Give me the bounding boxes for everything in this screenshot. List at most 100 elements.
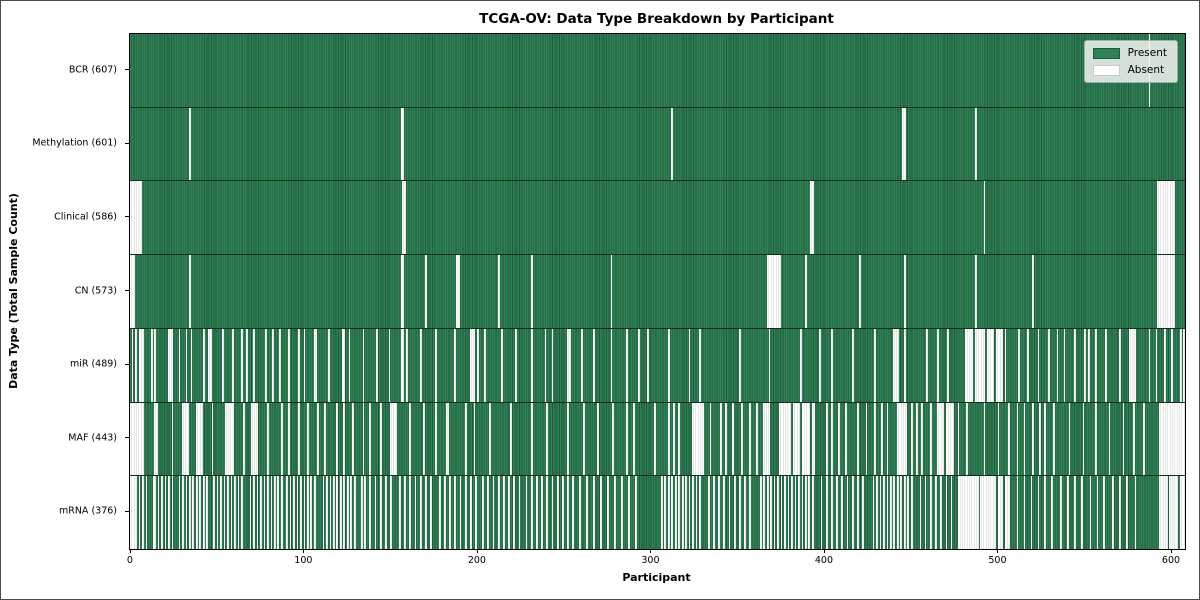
absent-stripe (1164, 255, 1166, 328)
absent-stripe (794, 402, 797, 476)
absent-stripe (232, 328, 235, 402)
absent-stripe (874, 328, 877, 402)
absent-stripe (811, 402, 814, 476)
absent-stripe (1167, 402, 1170, 476)
absent-stripe (274, 476, 276, 550)
absent-stripe (975, 107, 977, 181)
absent-stripe (241, 476, 243, 550)
absent-stripe (195, 402, 198, 476)
x-tick-mark (650, 549, 652, 553)
x-tick-label: 300 (641, 555, 660, 566)
absent-stripe (907, 476, 910, 550)
absent-stripe (865, 402, 868, 476)
absent-stripe (310, 476, 313, 550)
absent-stripe (154, 402, 157, 476)
absent-stripe (1169, 476, 1172, 550)
absent-stripe (551, 476, 554, 550)
absent-stripe (518, 476, 521, 550)
absent-stripe (423, 402, 425, 476)
absent-stripe (935, 476, 937, 550)
absent-stripe (444, 476, 446, 550)
absent-stripe (940, 402, 943, 476)
x-tick-label: 0 (126, 555, 133, 566)
absent-stripe (350, 476, 353, 550)
absent-stripe (910, 402, 913, 476)
absent-stripe (551, 328, 554, 402)
absent-stripe (810, 181, 812, 255)
absent-stripe (1174, 476, 1177, 550)
absent-stripe (763, 402, 766, 476)
absent-stripe (513, 476, 516, 550)
absent-stripe (392, 402, 394, 476)
absent-stripe (199, 402, 202, 476)
y-tick-label: Methylation (601) (32, 137, 117, 149)
absent-stripe (992, 476, 995, 550)
absent-stripe (836, 476, 838, 550)
absent-stripe (673, 402, 675, 476)
absent-stripe (197, 402, 200, 476)
absent-stripe (903, 476, 906, 550)
absent-stripe (719, 402, 722, 476)
absent-stripe (1030, 476, 1033, 550)
absent-stripe (945, 402, 948, 476)
absent-stripe (171, 402, 174, 476)
heatmap-row-BCR (130, 34, 1185, 108)
absent-stripe (924, 476, 927, 550)
absent-stripe (1051, 476, 1054, 550)
absent-stripe (1016, 402, 1019, 476)
absent-stripe (477, 328, 479, 402)
absent-stripe (1181, 402, 1184, 476)
absent-stripe (926, 328, 929, 402)
absent-stripe (1169, 402, 1172, 476)
absent-stripe (326, 476, 328, 550)
absent-stripe (733, 476, 736, 550)
absent-stripe (759, 476, 762, 550)
absent-stripe (975, 328, 977, 402)
absent-stripe (692, 476, 694, 550)
absent-stripe (497, 255, 500, 328)
absent-stripe (621, 476, 623, 550)
absent-stripe (1164, 402, 1166, 476)
absent-stripe (678, 476, 681, 550)
absent-stripe (223, 476, 226, 550)
absent-stripe (1171, 181, 1173, 255)
absent-stripe (296, 476, 299, 550)
absent-stripe (317, 402, 320, 476)
absent-stripe (975, 255, 977, 328)
absent-stripe (957, 476, 960, 550)
absent-stripe (131, 181, 134, 255)
absent-stripe (1172, 402, 1175, 476)
absent-stripe (638, 328, 641, 402)
absent-stripe (400, 255, 403, 328)
absent-stripe (693, 402, 696, 476)
absent-stripe (169, 328, 172, 402)
absent-stripe (825, 402, 828, 476)
x-tick-label: 200 (467, 555, 486, 566)
absent-stripe (987, 328, 989, 402)
absent-stripe (1037, 328, 1040, 402)
absent-stripe (740, 402, 743, 476)
absent-stripe (280, 402, 283, 476)
absent-stripe (876, 476, 878, 550)
absent-stripe (185, 328, 188, 402)
absent-stripe (1171, 476, 1173, 550)
absent-stripe (402, 107, 405, 181)
absent-stripe (667, 402, 670, 476)
absent-stripe (1172, 255, 1175, 328)
absent-stripe (343, 402, 346, 476)
absent-stripe (253, 328, 255, 402)
absent-stripe (562, 476, 564, 550)
absent-stripe (473, 328, 476, 402)
absent-stripe (192, 476, 195, 550)
absent-stripe (1162, 402, 1165, 476)
absent-stripe (430, 476, 432, 550)
absent-stripe (900, 476, 903, 550)
absent-stripe (369, 402, 372, 476)
absent-stripe (1179, 328, 1182, 402)
absent-stripe (789, 402, 792, 476)
absent-stripe (449, 476, 451, 550)
absent-stripe (530, 328, 533, 402)
y-tick-mark (125, 363, 129, 365)
absent-stripe (313, 476, 316, 550)
absent-stripe (801, 476, 804, 550)
